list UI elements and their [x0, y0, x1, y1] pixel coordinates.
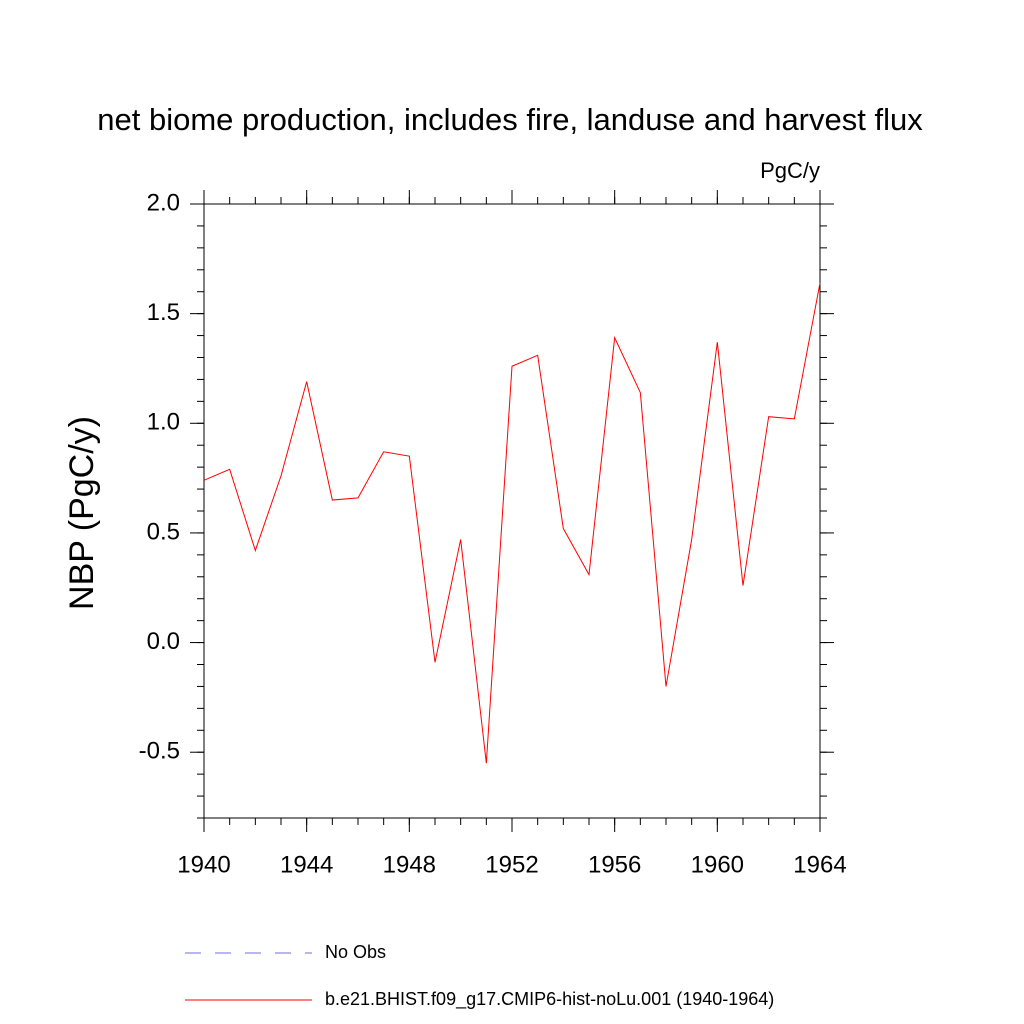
- y-tick-label: -0.5: [139, 738, 180, 765]
- y-tick-label: 0.0: [147, 628, 180, 655]
- x-tick-label: 1948: [383, 851, 436, 878]
- units-label: PgC/y: [760, 158, 820, 183]
- y-tick-label: 1.5: [147, 299, 180, 326]
- chart-title: net biome production, includes fire, lan…: [97, 102, 923, 137]
- y-tick-label: 2.0: [147, 189, 180, 216]
- legend-label: No Obs: [325, 942, 386, 962]
- x-tick-label: 1952: [485, 851, 538, 878]
- x-tick-label: 1940: [177, 851, 230, 878]
- x-tick-label: 1944: [280, 851, 333, 878]
- data-line: [203, 282, 821, 764]
- y-tick-label: 0.5: [147, 518, 180, 545]
- x-tick-label: 1964: [793, 851, 846, 878]
- y-axis-label: NBP (PgC/y): [63, 416, 101, 610]
- x-tick-label: 1956: [588, 851, 641, 878]
- legend-label: b.e21.BHIST.f09_g17.CMIP6-hist-noLu.001 …: [325, 989, 774, 1010]
- y-tick-label: 1.0: [147, 409, 180, 436]
- x-tick-label: 1960: [691, 851, 744, 878]
